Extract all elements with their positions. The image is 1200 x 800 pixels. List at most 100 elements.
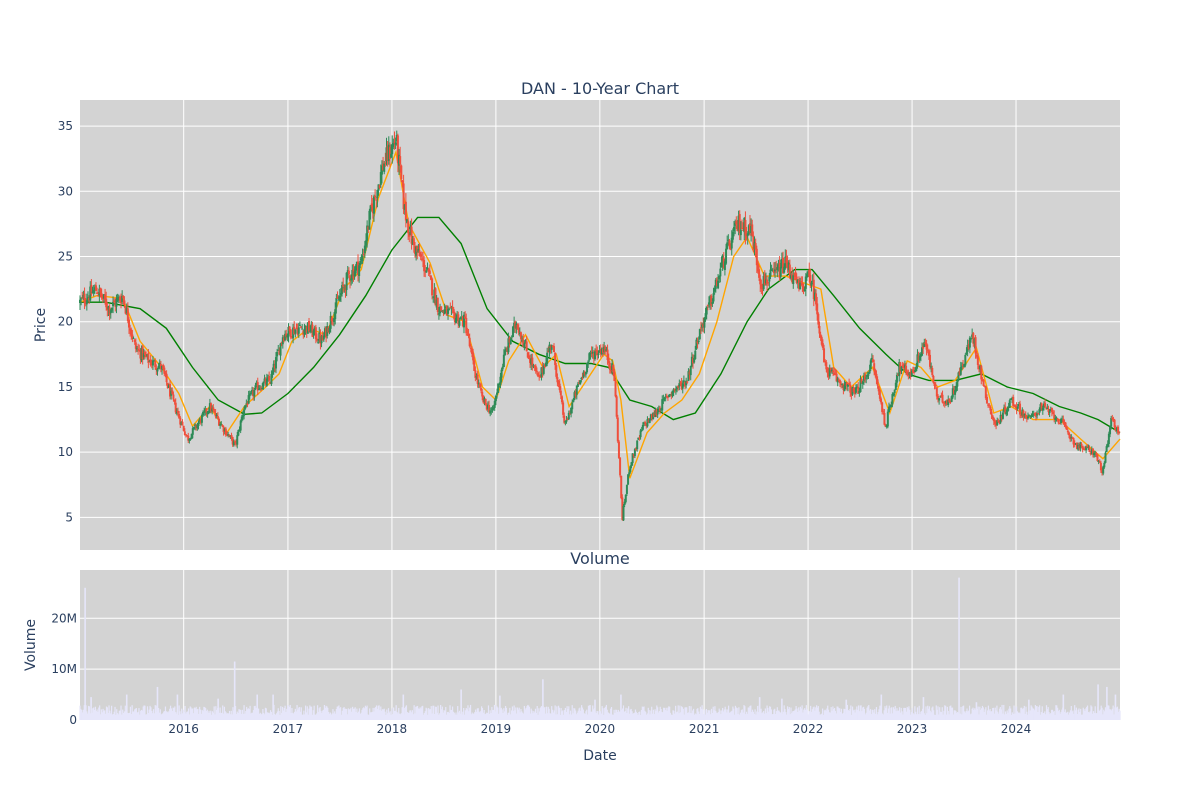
candle-body xyxy=(916,354,919,367)
candle-body xyxy=(801,282,804,286)
candle-body xyxy=(603,346,606,352)
candle-body xyxy=(533,365,536,367)
candle-body xyxy=(644,422,647,424)
candle-body xyxy=(975,354,978,357)
volume-bar xyxy=(448,712,450,720)
candle-body xyxy=(684,381,687,387)
volume-bar xyxy=(587,714,589,720)
volume-bar xyxy=(130,714,132,720)
candle-body xyxy=(845,382,848,387)
volume-bar xyxy=(685,707,687,720)
candle-body xyxy=(108,307,111,315)
candle-body xyxy=(312,330,315,336)
volume-bar xyxy=(924,714,926,720)
volume-spike-bar xyxy=(845,699,848,720)
candle-body xyxy=(100,293,103,298)
volume-bar xyxy=(906,706,908,720)
volume-bar xyxy=(220,712,222,720)
candle-body xyxy=(811,280,814,282)
volume-bar xyxy=(773,709,775,720)
volume-bar xyxy=(158,708,160,720)
volume-bar xyxy=(1024,713,1026,720)
candle-body xyxy=(1003,407,1006,412)
candle-body xyxy=(948,398,951,403)
candle-body xyxy=(630,462,633,466)
volume-bar xyxy=(688,706,690,720)
candle-body xyxy=(169,383,172,397)
candle-body xyxy=(693,358,696,363)
volume-bar xyxy=(531,710,533,720)
candle-body xyxy=(778,262,781,278)
volume-bar xyxy=(710,708,713,720)
volume-bar xyxy=(1075,707,1078,720)
volume-bar xyxy=(358,708,361,720)
volume-bar xyxy=(401,707,403,720)
candle-body xyxy=(206,411,209,415)
candle-body xyxy=(943,401,946,405)
candle-body xyxy=(161,365,164,370)
volume-bar xyxy=(1117,711,1119,720)
volume-bar xyxy=(348,709,350,720)
candle-body xyxy=(351,269,354,279)
volume-bar xyxy=(295,711,297,720)
volume-bar xyxy=(1074,705,1076,720)
volume-bar xyxy=(1008,708,1010,720)
volume-tick-label: 0 xyxy=(69,713,77,727)
volume-bar xyxy=(85,705,87,720)
candle-body xyxy=(175,412,178,414)
volume-bar xyxy=(1010,708,1012,720)
candle-body xyxy=(113,300,116,303)
volume-bar xyxy=(1005,713,1007,720)
volume-bar xyxy=(432,705,434,720)
volume-bar xyxy=(775,711,778,720)
candle-body xyxy=(853,390,856,395)
volume-bar xyxy=(99,714,102,720)
volume-bar xyxy=(1116,706,1119,720)
volume-bar xyxy=(376,708,378,720)
candle-body xyxy=(1087,447,1090,449)
candle-body xyxy=(101,295,104,299)
volume-spike-bar xyxy=(1114,694,1117,720)
volume-bar xyxy=(966,708,968,720)
volume-bar xyxy=(1019,713,1021,720)
volume-bar xyxy=(293,713,295,720)
volume-bar xyxy=(223,706,226,720)
volume-bar xyxy=(858,711,860,720)
volume-bar xyxy=(755,714,757,720)
candle-body xyxy=(913,371,916,373)
candle-body xyxy=(205,408,208,414)
candle-body xyxy=(459,317,462,319)
volume-bar xyxy=(330,714,332,720)
candle-body xyxy=(859,380,862,393)
candle-body xyxy=(1074,443,1077,445)
volume-bar xyxy=(687,712,690,720)
volume-bar xyxy=(371,711,373,720)
volume-bar xyxy=(509,707,511,720)
volume-bar xyxy=(729,712,731,720)
volume-bar xyxy=(193,713,195,720)
volume-bar xyxy=(634,712,636,720)
volume-bar xyxy=(111,705,113,720)
volume-bar xyxy=(278,710,280,720)
volume-bar xyxy=(705,708,707,720)
candle-body xyxy=(868,370,871,374)
volume-bar xyxy=(464,710,467,720)
volume-bar xyxy=(669,706,671,720)
candle-body xyxy=(1103,462,1106,468)
candle-body xyxy=(253,389,256,397)
volume-bar xyxy=(182,709,185,720)
volume-bar xyxy=(582,709,584,720)
volume-bar xyxy=(1088,712,1090,720)
candle-body xyxy=(650,414,653,420)
candle-body xyxy=(1065,426,1068,430)
volume-bar xyxy=(246,709,249,720)
volume-bar xyxy=(932,706,934,720)
candle-body xyxy=(949,400,952,403)
candle-body xyxy=(85,300,88,305)
volume-bar xyxy=(636,712,638,720)
volume-bar xyxy=(373,711,375,720)
candle-body xyxy=(988,404,991,406)
volume-bar xyxy=(161,713,163,720)
volume-bar xyxy=(643,706,645,720)
volume-bar xyxy=(298,707,300,720)
